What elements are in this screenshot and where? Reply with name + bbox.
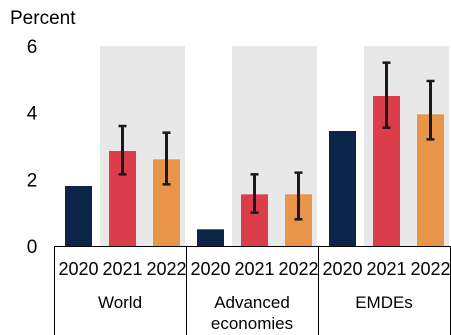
error-bar-world-2021 (118, 124, 127, 176)
error-bar-world-2022 (162, 131, 171, 186)
x-tick-label-advanced-economies-2020: 2020 (190, 259, 230, 279)
y-axis-ticks: 0 2 4 6 (27, 37, 38, 258)
x-tick-label-world-2022: 2022 (146, 259, 186, 279)
y-tick-label-6: 6 (27, 37, 38, 58)
x-tick-label-world-2021: 2021 (102, 259, 142, 279)
x-tick-label-emdes-2021: 2021 (366, 259, 406, 279)
error-bars-layer (118, 61, 435, 221)
bar-advanced-economies-2020 (197, 229, 224, 246)
bars-layer (65, 96, 444, 246)
group-label-advanced-economies-line1: Advanced (214, 293, 290, 312)
group-label-emdes: EMDEs (355, 293, 413, 312)
x-tick-label-emdes-2020: 2020 (322, 259, 362, 279)
x-tick-label-advanced-economies-2021: 2021 (234, 259, 274, 279)
y-tick-label-2: 2 (27, 170, 38, 191)
y-tick-label-4: 4 (27, 104, 38, 125)
bar-world-2020 (65, 186, 92, 246)
x-tick-label-advanced-economies-2022: 2022 (278, 259, 318, 279)
group-label-world: World (98, 293, 142, 312)
error-bar-advanced-economies-2022 (294, 171, 303, 221)
error-bar-emdes-2021 (382, 61, 391, 129)
bar-emdes-2020 (329, 131, 356, 246)
x-tick-label-emdes-2022: 2022 (410, 259, 450, 279)
y-unit-label: Percent (10, 8, 76, 29)
y-tick-label-0: 0 (27, 237, 38, 258)
group-label-advanced-economies-line2: economies (211, 314, 293, 333)
x-tick-label-world-2020: 2020 (58, 259, 98, 279)
error-bar-advanced-economies-2021 (250, 173, 259, 214)
error-bar-emdes-2022 (426, 79, 435, 141)
